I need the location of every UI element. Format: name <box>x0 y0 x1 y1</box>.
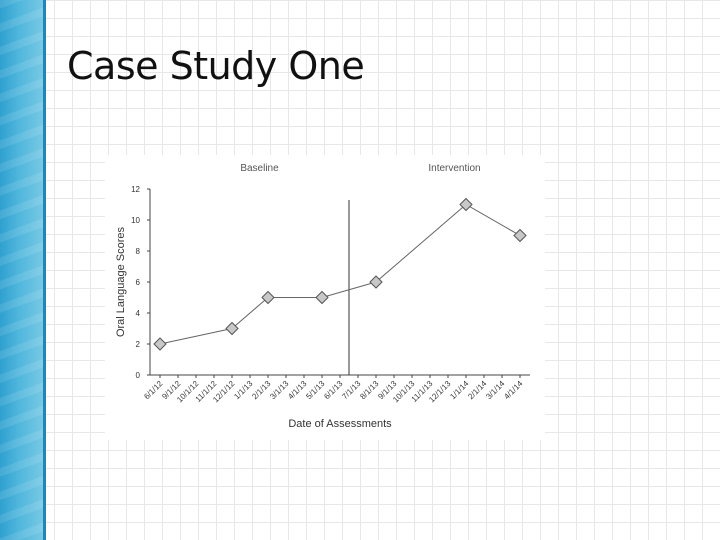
y-tick-label: 6 <box>136 278 141 287</box>
y-axis-title: Oral Language Scores <box>115 226 127 337</box>
slide-title: Case Study One <box>67 44 365 88</box>
data-series <box>153 197 527 351</box>
y-tick-label: 10 <box>131 216 140 225</box>
x-tick-label: 6/1/12 <box>142 379 164 401</box>
y-tick-label: 0 <box>136 371 141 380</box>
x-tick-label: 8/1/13 <box>358 379 380 401</box>
left-accent-bar <box>0 0 46 540</box>
x-tick-label: 1/1/14 <box>448 379 470 401</box>
data-point-marker <box>225 321 239 336</box>
chart-axes <box>149 189 530 376</box>
x-tick-label: 4/1/13 <box>286 379 308 401</box>
x-tick-label: 3/1/14 <box>484 379 506 401</box>
data-point-marker <box>153 337 167 351</box>
y-tick-label: 8 <box>136 247 141 256</box>
phase-label-intervention: Intervention <box>428 163 480 174</box>
phase-labels: Baseline Intervention <box>240 163 480 174</box>
accent-pattern <box>0 0 46 540</box>
x-tick-label: 3/1/13 <box>268 379 290 401</box>
phase-label-baseline: Baseline <box>240 163 279 174</box>
x-axis-title: Date of Assessments <box>288 418 392 430</box>
x-tick-label: 6/1/13 <box>322 379 344 401</box>
x-tick-label: 4/1/14 <box>502 379 524 401</box>
series-line <box>159 203 521 345</box>
data-point-marker <box>369 275 383 289</box>
y-tick-label: 2 <box>136 340 141 349</box>
y-tick-label: 12 <box>131 185 140 194</box>
data-point-marker <box>261 290 275 305</box>
data-point-marker <box>513 228 527 243</box>
x-tick-label: 5/1/13 <box>304 379 326 401</box>
x-tick-label: 1/1/13 <box>232 379 254 401</box>
y-tick-labels: 0 2 4 6 8 10 12 <box>131 185 150 380</box>
x-tick-label: 2/1/14 <box>466 379 488 401</box>
x-tick-labels: 6/1/129/1/1210/1/1211/1/1212/1/121/1/132… <box>142 375 525 404</box>
data-point-marker <box>315 290 329 305</box>
y-tick-label: 4 <box>136 309 141 318</box>
x-tick-label: 2/1/13 <box>250 379 272 401</box>
data-point-marker <box>459 197 473 212</box>
x-tick-label: 7/1/13 <box>340 379 362 401</box>
